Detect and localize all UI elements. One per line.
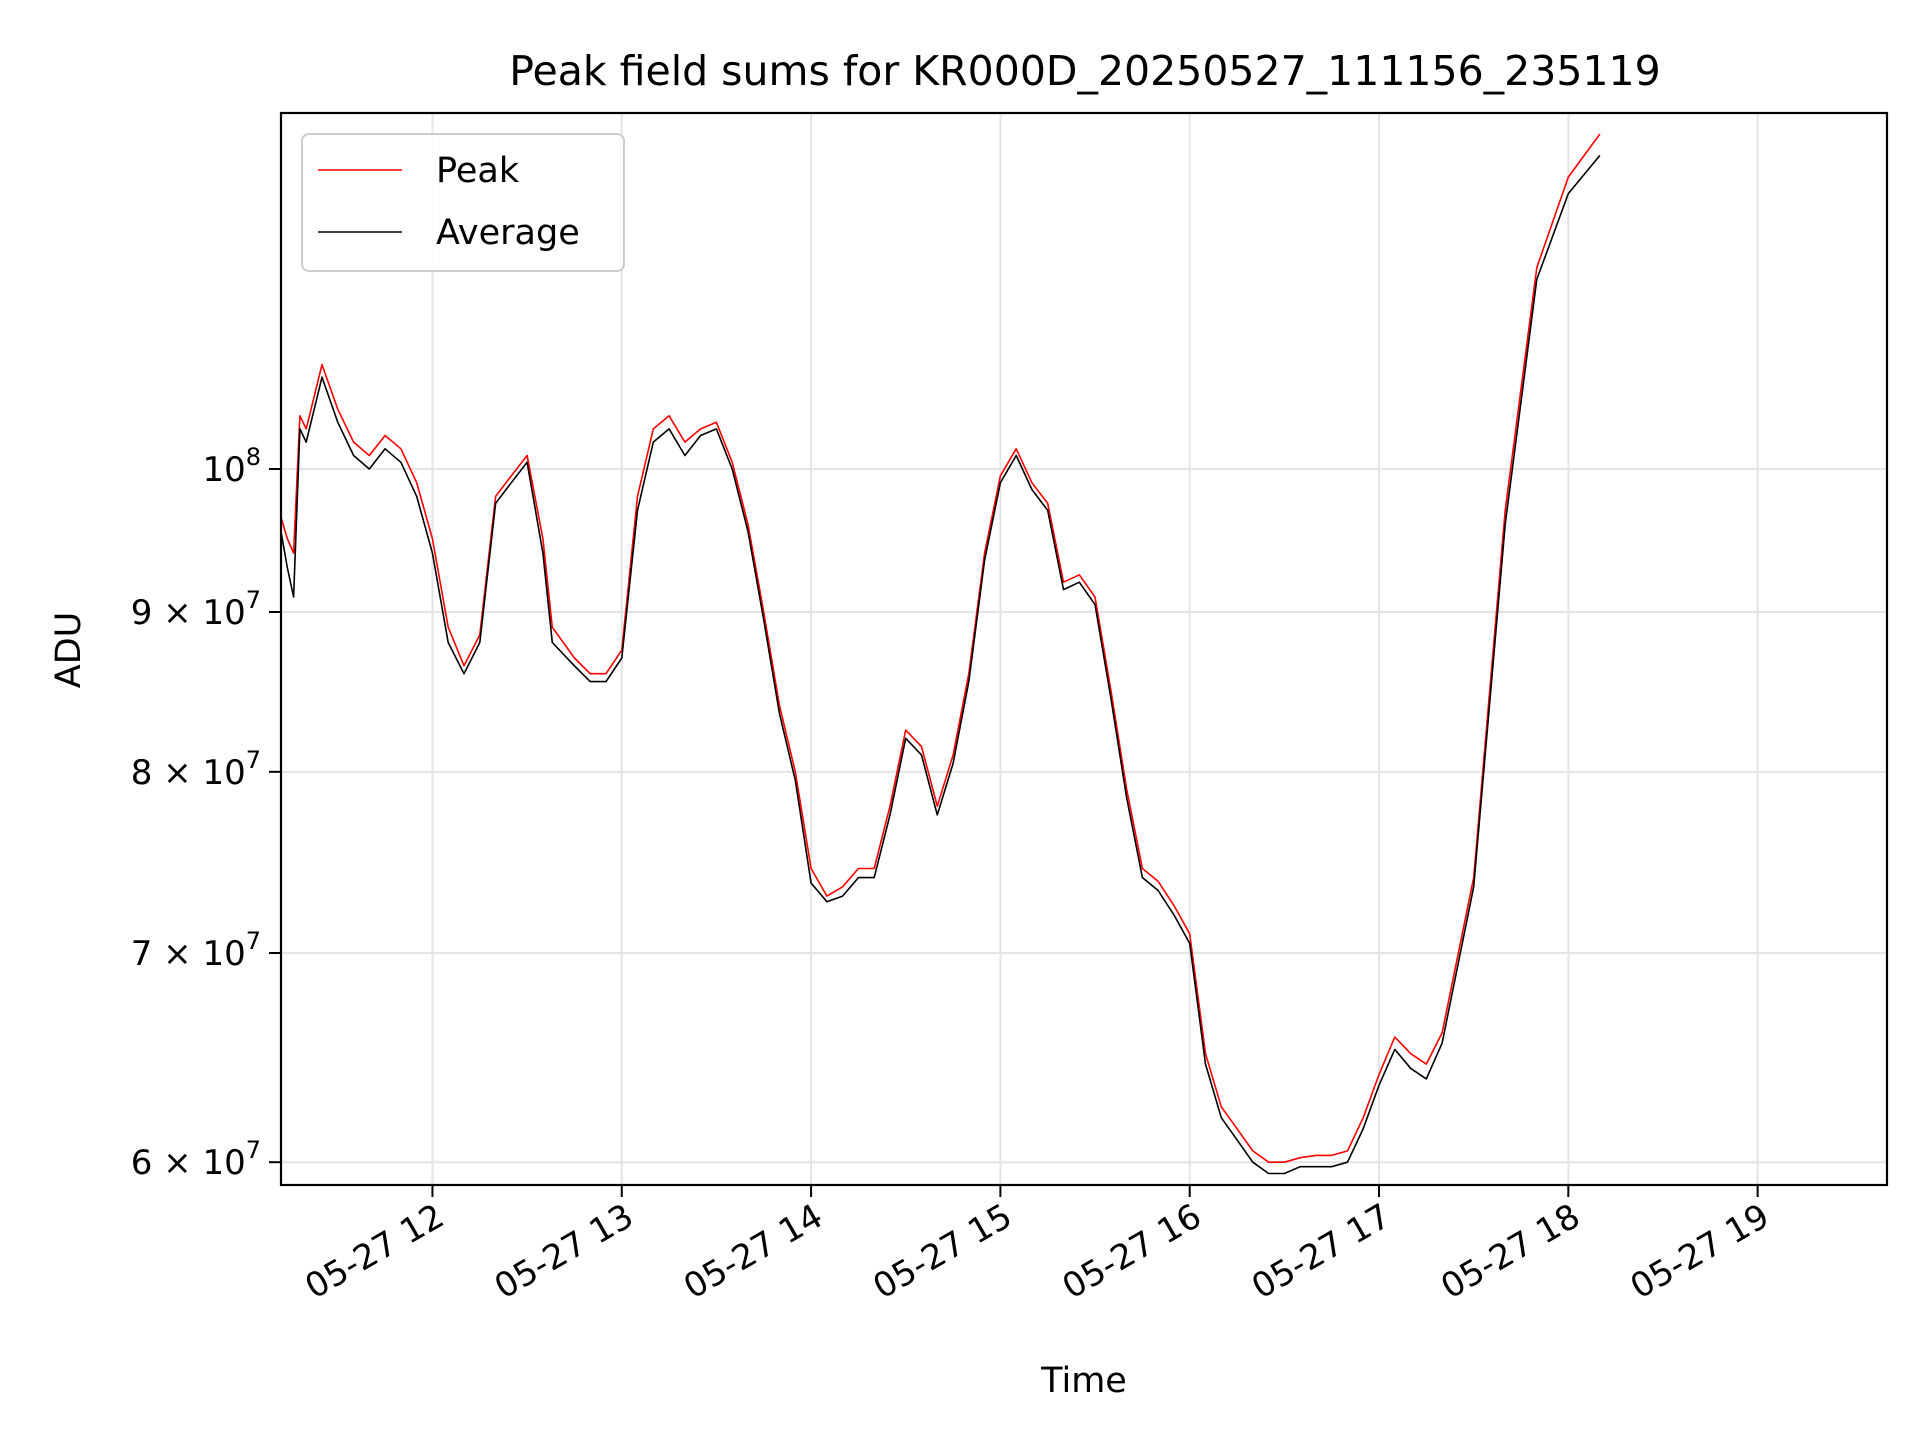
legend-label-average: Average — [436, 213, 580, 253]
plot-frame — [279, 111, 1889, 1187]
y-tick-label: 108 — [202, 443, 261, 490]
y-tick-label-exponent: 7 — [246, 746, 261, 774]
series-line-average — [280, 154, 1601, 1175]
y-tick-label-base: 6 × 10 — [131, 1143, 246, 1183]
y-tick-label-exponent: 7 — [246, 586, 261, 614]
y-axis-title: ADU — [49, 612, 89, 689]
y-tick-label-exponent: 8 — [246, 443, 261, 471]
y-tick-label: 9 × 107 — [131, 586, 261, 633]
plot-lines — [280, 133, 1601, 1175]
series-line-peak — [280, 133, 1601, 1163]
y-tick-label: 8 × 107 — [131, 746, 261, 793]
y-tick-label-base: 10 — [202, 450, 245, 490]
y-tick-label: 6 × 107 — [131, 1136, 261, 1183]
y-tick-label-exponent: 7 — [246, 1136, 261, 1164]
y-tick-label-base: 9 × 10 — [131, 593, 246, 633]
y-tick-label-exponent: 7 — [246, 927, 261, 955]
y-tick-label-base: 7 × 10 — [131, 934, 246, 974]
y-tick-label-base: 8 × 10 — [131, 753, 246, 793]
legend: Peak Average — [301, 133, 625, 272]
y-tick-label: 7 × 107 — [131, 927, 261, 974]
legend-box — [301, 133, 625, 272]
chart-title: Peak field sums for KR000D_20250527_1111… — [509, 47, 1660, 95]
x-axis-title: Time — [1040, 1361, 1127, 1401]
legend-label-peak: Peak — [436, 151, 520, 191]
